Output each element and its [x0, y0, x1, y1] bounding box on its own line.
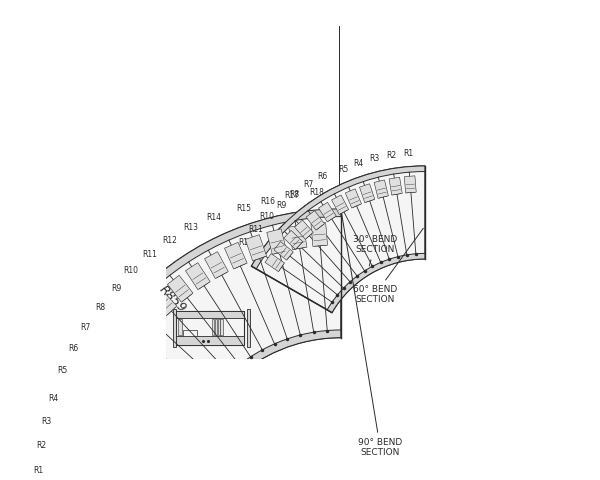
Text: R5: R5	[57, 366, 67, 375]
Bar	[178, 319, 182, 335]
Polygon shape	[224, 242, 247, 269]
Text: R14: R14	[206, 213, 221, 222]
Polygon shape	[71, 443, 95, 461]
Text: R1: R1	[33, 466, 43, 475]
Bar	[218, 319, 220, 335]
Polygon shape	[88, 379, 115, 401]
Polygon shape	[267, 229, 287, 254]
Bar	[215, 319, 217, 335]
Polygon shape	[74, 421, 100, 441]
Wedge shape	[251, 166, 425, 269]
Bar	[176, 311, 244, 318]
Text: R4: R4	[48, 394, 58, 403]
Text: R10: R10	[124, 266, 139, 276]
Polygon shape	[205, 252, 228, 278]
Wedge shape	[327, 253, 425, 312]
Text: R5: R5	[338, 165, 348, 174]
Polygon shape	[151, 289, 177, 316]
Text: R15: R15	[236, 204, 251, 213]
Polygon shape	[306, 211, 325, 230]
Text: R2: R2	[36, 442, 46, 450]
Text: R10: R10	[259, 212, 274, 221]
Text: R3: R3	[370, 154, 380, 163]
Text: 45° BEND
SECTION: 45° BEND SECTION	[0, 479, 1, 480]
Text: 30° BEND
SECTION: 30° BEND SECTION	[353, 235, 397, 266]
Polygon shape	[135, 305, 162, 331]
Text: 60° BEND
SECTION: 60° BEND SECTION	[353, 228, 424, 304]
Bar	[247, 309, 250, 347]
Polygon shape	[265, 253, 284, 272]
Polygon shape	[185, 263, 210, 290]
Polygon shape	[359, 184, 375, 203]
Polygon shape	[311, 223, 328, 246]
Text: R17: R17	[284, 192, 299, 201]
Text: R7: R7	[303, 180, 313, 190]
Polygon shape	[346, 189, 362, 208]
Bar	[220, 319, 223, 335]
Polygon shape	[109, 340, 136, 364]
Text: R18: R18	[309, 188, 323, 197]
Polygon shape	[295, 220, 313, 240]
Text: R1: R1	[403, 149, 413, 158]
Text: R6: R6	[68, 344, 78, 353]
Text: R11: R11	[143, 251, 157, 259]
Bar	[176, 336, 244, 345]
Polygon shape	[97, 359, 124, 383]
Bar	[212, 319, 214, 335]
Text: R4: R4	[353, 159, 364, 168]
Text: R7: R7	[80, 323, 91, 332]
Text: R16: R16	[260, 196, 275, 205]
Wedge shape	[176, 330, 341, 480]
Text: R9: R9	[111, 284, 121, 293]
Text: R12: R12	[238, 239, 253, 247]
Polygon shape	[289, 225, 307, 250]
Polygon shape	[319, 202, 336, 222]
Bar	[173, 309, 176, 347]
Text: R8: R8	[95, 302, 105, 312]
Text: R8: R8	[289, 190, 299, 199]
Text: R12: R12	[163, 236, 178, 245]
Polygon shape	[80, 399, 107, 421]
Wedge shape	[251, 166, 425, 312]
Polygon shape	[404, 176, 416, 193]
Polygon shape	[284, 230, 303, 250]
Text: R9: R9	[276, 201, 286, 210]
Text: R6: R6	[317, 172, 328, 181]
Wedge shape	[55, 209, 341, 480]
Wedge shape	[55, 209, 341, 480]
Polygon shape	[374, 180, 388, 198]
Text: 90° BEND
SECTION: 90° BEND SECTION	[341, 212, 403, 457]
Text: R2: R2	[386, 151, 397, 160]
Polygon shape	[389, 177, 402, 195]
Text: R13: R13	[184, 223, 199, 232]
Bar	[176, 311, 244, 345]
Polygon shape	[167, 276, 193, 302]
Polygon shape	[121, 322, 148, 347]
Text: R11: R11	[248, 225, 263, 234]
Polygon shape	[245, 235, 266, 261]
Polygon shape	[68, 465, 92, 480]
Polygon shape	[183, 330, 197, 336]
Text: R859: R859	[157, 283, 189, 315]
Polygon shape	[274, 241, 293, 260]
Polygon shape	[332, 195, 349, 215]
Text: R3: R3	[41, 417, 51, 426]
